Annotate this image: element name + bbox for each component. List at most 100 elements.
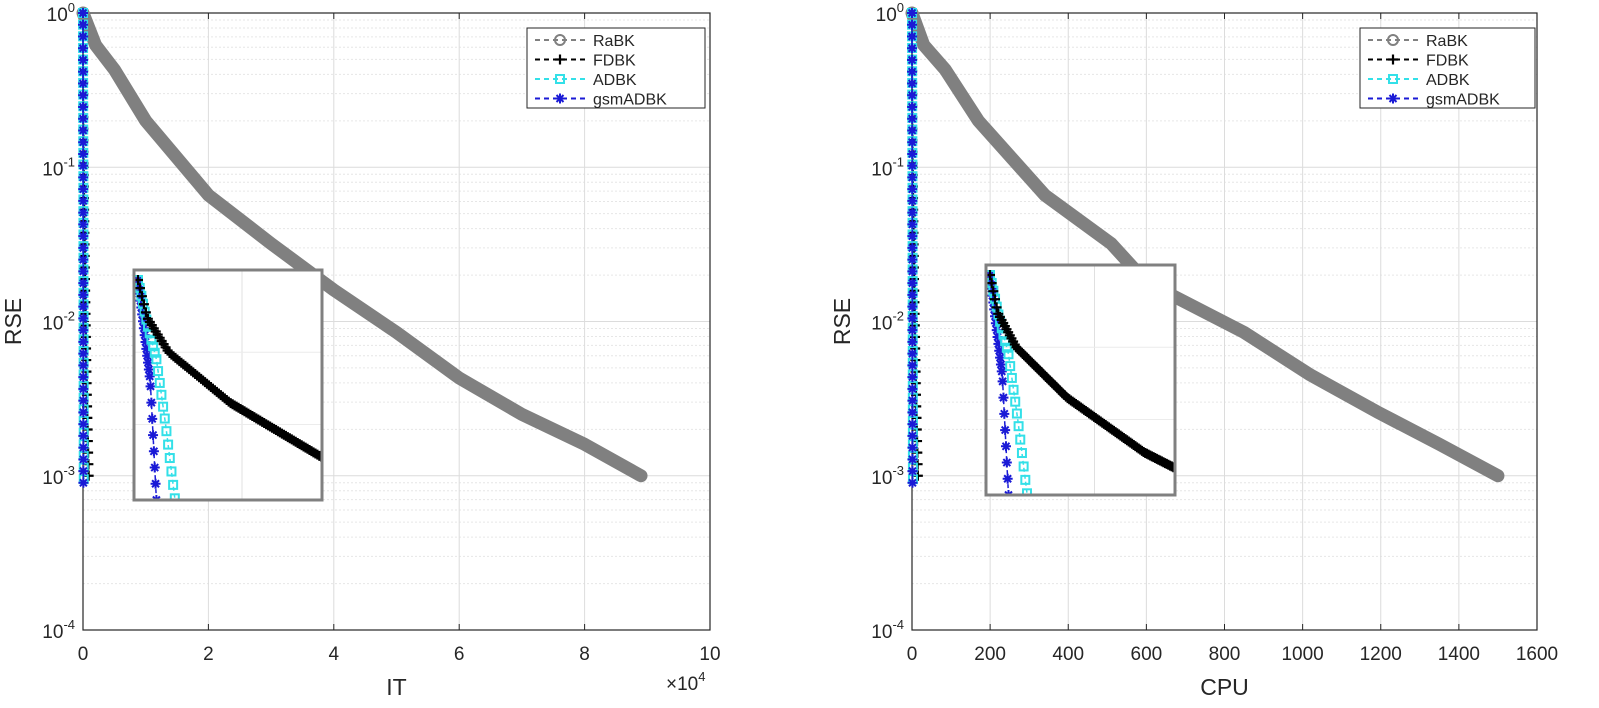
gsmADBK-marker — [907, 325, 918, 336]
gsmADBK-marker — [78, 43, 89, 54]
FDBK-marker — [401, 488, 411, 498]
legend-label: ADBK — [1426, 72, 1470, 89]
FDBK-marker — [389, 483, 399, 493]
FDBK-marker — [989, 294, 1000, 305]
x-tick-label: 1000 — [1281, 644, 1323, 665]
y-tick-base: 10 — [42, 468, 63, 489]
gsmADBK-marker — [78, 419, 89, 430]
FDBK-marker — [358, 470, 368, 480]
x-tick-label: 1600 — [1516, 644, 1558, 665]
gsmADBK-marker — [78, 113, 89, 124]
gsmADBK-line — [137, 279, 158, 500]
y-tick-label: 10-3 — [42, 463, 75, 489]
FDBK-marker — [1183, 470, 1193, 480]
gsmADBK-marker — [139, 330, 150, 341]
gsmADBK-marker — [149, 462, 160, 473]
legend-marker — [555, 54, 565, 65]
legend-item-FDBK: FDBK — [535, 53, 636, 70]
gsmADBK-marker — [142, 350, 153, 361]
gsmADBK-marker — [996, 366, 1007, 377]
FDBK-marker — [385, 482, 395, 492]
ADBK-marker — [149, 347, 160, 358]
FDBK-marker — [393, 485, 403, 495]
series-RaBK — [76, 6, 648, 483]
RaBK-line — [905, 6, 1505, 483]
y-axis-label: RSE — [0, 298, 26, 345]
series-gsmADBK — [78, 8, 89, 488]
FDBK-marker — [1193, 475, 1203, 485]
gsmADBK-marker — [78, 195, 89, 206]
y-tick-exponent: -4 — [892, 617, 904, 632]
gsmADBK-marker — [995, 352, 1006, 363]
gsmADBK-marker — [78, 442, 89, 453]
y-tick-label: 10-2 — [42, 309, 75, 335]
x-tick-label: 2 — [203, 644, 214, 665]
inset-background — [134, 270, 322, 500]
y-axis-label: RSE — [829, 298, 855, 345]
FDBK-marker — [1187, 472, 1197, 482]
legend: RaBK FDBK ADBK gsmADBK — [1359, 27, 1536, 109]
y-tick-base: 10 — [42, 314, 63, 335]
FDBK-marker — [338, 461, 348, 471]
ADBK-marker — [1020, 474, 1031, 485]
FDBK-marker — [366, 473, 376, 483]
gsmADBK-marker — [78, 266, 89, 277]
y-tick-base: 10 — [871, 622, 892, 643]
gsmADBK-marker — [143, 357, 154, 368]
gsmADBK-marker — [78, 313, 89, 324]
gsmADBK-marker — [986, 283, 997, 294]
FDBK-marker — [391, 484, 401, 494]
plot-rse-vs-cpu: 0 200 400 600 800 1000 1200 1400 160010010-110-2… — [829, 0, 1558, 700]
gsmADBK-marker — [907, 254, 918, 265]
FDBK-marker — [379, 479, 389, 489]
FDBK-marker — [1206, 482, 1216, 492]
FDBK-marker — [346, 465, 356, 475]
ADBK-marker — [159, 413, 170, 424]
ADBK-marker — [164, 453, 175, 464]
y-tick-exponent: -1 — [892, 154, 904, 169]
FDBK-marker — [383, 481, 393, 491]
gsmADBK-marker — [907, 31, 918, 42]
x-tick-label: 800 — [1209, 644, 1241, 665]
gsmADBK-marker — [78, 231, 89, 242]
gsmADBK-marker — [995, 359, 1006, 370]
FDBK-marker — [324, 455, 334, 465]
gsmADBK-marker — [147, 413, 158, 424]
y-tick-exponent: 0 — [68, 0, 75, 15]
FDBK-marker — [364, 472, 374, 482]
ADBK-marker — [1018, 461, 1029, 472]
y-tick-label: 10-1 — [871, 154, 904, 180]
gsmADBK-marker — [148, 430, 159, 441]
gsmADBK-marker — [907, 313, 918, 324]
gsmADBK-marker — [907, 383, 918, 394]
gsmADBK-marker — [78, 66, 89, 77]
legend: RaBK FDBK ADBK gsmADBK — [526, 27, 706, 109]
x-tick-label: 0 — [78, 644, 89, 665]
FDBK-marker — [397, 487, 407, 497]
x-axis-exponent: ×104 — [666, 669, 705, 695]
gsmADBK-marker — [907, 454, 918, 465]
y-tick-label: 10-2 — [871, 309, 904, 335]
gsmADBK-marker — [134, 281, 144, 292]
ADBK-marker — [1016, 448, 1027, 459]
gsmADBK-marker — [993, 338, 1004, 349]
legend-label: FDBK — [1426, 53, 1469, 70]
gsmADBK-marker — [991, 325, 1002, 336]
ADBK-marker — [1006, 372, 1017, 383]
gsmADBK-marker — [78, 336, 89, 347]
gsmADBK-marker — [907, 477, 918, 488]
x-tick-label: 600 — [1131, 644, 1163, 665]
FDBK-marker — [399, 487, 409, 497]
FDBK-marker — [991, 302, 1002, 313]
FDBK-marker — [372, 476, 382, 486]
gsmADBK-marker — [1002, 473, 1013, 484]
gsmADBK-marker — [146, 397, 157, 408]
gsmADBK-marker — [78, 242, 89, 253]
FDBK-marker — [1198, 477, 1208, 487]
gsmADBK-marker — [78, 19, 89, 30]
ADBK-marker — [1003, 349, 1014, 360]
FDBK-marker — [1210, 483, 1220, 493]
gsmADBK-marker — [144, 371, 155, 382]
legend-item-RaBK: RaBK — [535, 33, 635, 50]
